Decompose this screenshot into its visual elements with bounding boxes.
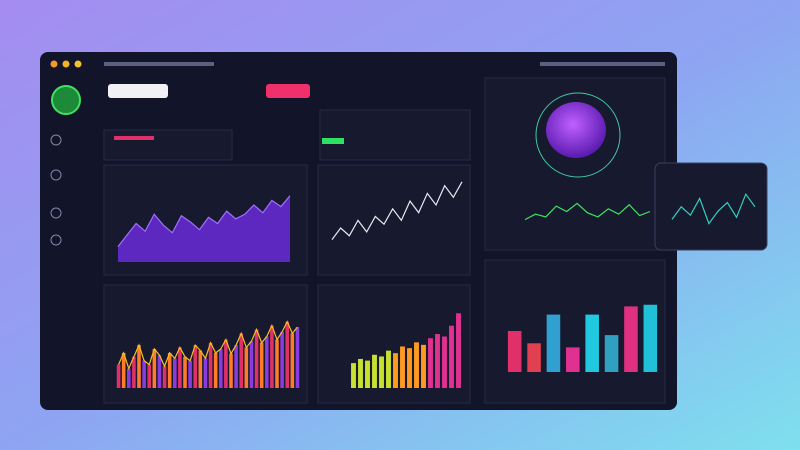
stat-card (319, 109, 471, 161)
bar (407, 348, 412, 388)
button[interactable] (108, 84, 168, 98)
nav-icon[interactable] (50, 134, 62, 146)
bar (172, 358, 177, 388)
stat-bar (114, 136, 154, 140)
nav-icon[interactable] (50, 234, 62, 246)
logo[interactable] (51, 85, 81, 115)
bar (365, 360, 370, 388)
bar (193, 345, 198, 388)
bar (546, 314, 561, 372)
bar (449, 325, 454, 388)
blob-ring (535, 92, 621, 178)
bar (116, 364, 121, 388)
bar (147, 364, 152, 388)
bar (442, 336, 447, 388)
bar (372, 354, 377, 388)
line (117, 195, 291, 247)
bar (157, 355, 162, 388)
bar (290, 333, 295, 388)
bar (604, 335, 619, 372)
bar (224, 339, 228, 388)
nav-icon[interactable] (50, 169, 62, 181)
bar (386, 350, 391, 388)
floating-card (654, 162, 768, 251)
bar (218, 349, 223, 388)
line (671, 192, 756, 225)
bar (132, 356, 136, 388)
bar (244, 347, 249, 388)
bar (295, 327, 300, 388)
bar (414, 342, 419, 388)
bar (259, 342, 264, 388)
window-dot[interactable] (62, 60, 70, 68)
bar (643, 304, 658, 372)
bar (400, 346, 405, 388)
bar (264, 336, 269, 388)
window-dot[interactable] (50, 60, 58, 68)
bar (188, 360, 192, 388)
bar (152, 349, 157, 388)
sidebar (50, 134, 62, 246)
bar (203, 358, 208, 388)
window-dot[interactable] (74, 60, 82, 68)
bar (126, 368, 131, 388)
bar (585, 314, 599, 372)
bar (229, 353, 233, 388)
line-panel (317, 164, 471, 276)
bar (178, 347, 182, 388)
bar (213, 352, 218, 388)
bar (137, 345, 141, 388)
bar (428, 338, 433, 388)
bar (456, 313, 461, 388)
bar (142, 360, 146, 388)
bar (275, 339, 279, 388)
bar (162, 366, 167, 388)
bar (121, 352, 126, 388)
bar (208, 342, 213, 388)
nav-icon[interactable] (50, 207, 62, 219)
bar (351, 363, 356, 388)
menu-bar[interactable] (104, 62, 214, 66)
bar (198, 350, 203, 388)
toolbar[interactable] (540, 62, 665, 66)
stat-bar (322, 138, 344, 144)
bar (234, 345, 238, 388)
bar (421, 344, 426, 388)
bar (393, 353, 398, 388)
bar (249, 341, 254, 388)
bar (435, 334, 440, 388)
bar (379, 356, 384, 388)
bar (527, 343, 541, 372)
trend-line (118, 320, 298, 371)
bar (183, 356, 187, 388)
bar (167, 352, 172, 388)
blob (546, 102, 606, 158)
bar (566, 347, 580, 372)
bar (254, 329, 259, 388)
button[interactable] (266, 84, 310, 98)
bar (239, 333, 244, 388)
line (331, 181, 463, 240)
bar (507, 331, 522, 372)
bar (624, 306, 638, 372)
bar (270, 325, 274, 388)
line (524, 202, 651, 221)
bar (280, 331, 284, 388)
bar (285, 321, 290, 388)
bar (358, 358, 363, 388)
charts (116, 181, 756, 388)
stat-card (103, 129, 233, 161)
